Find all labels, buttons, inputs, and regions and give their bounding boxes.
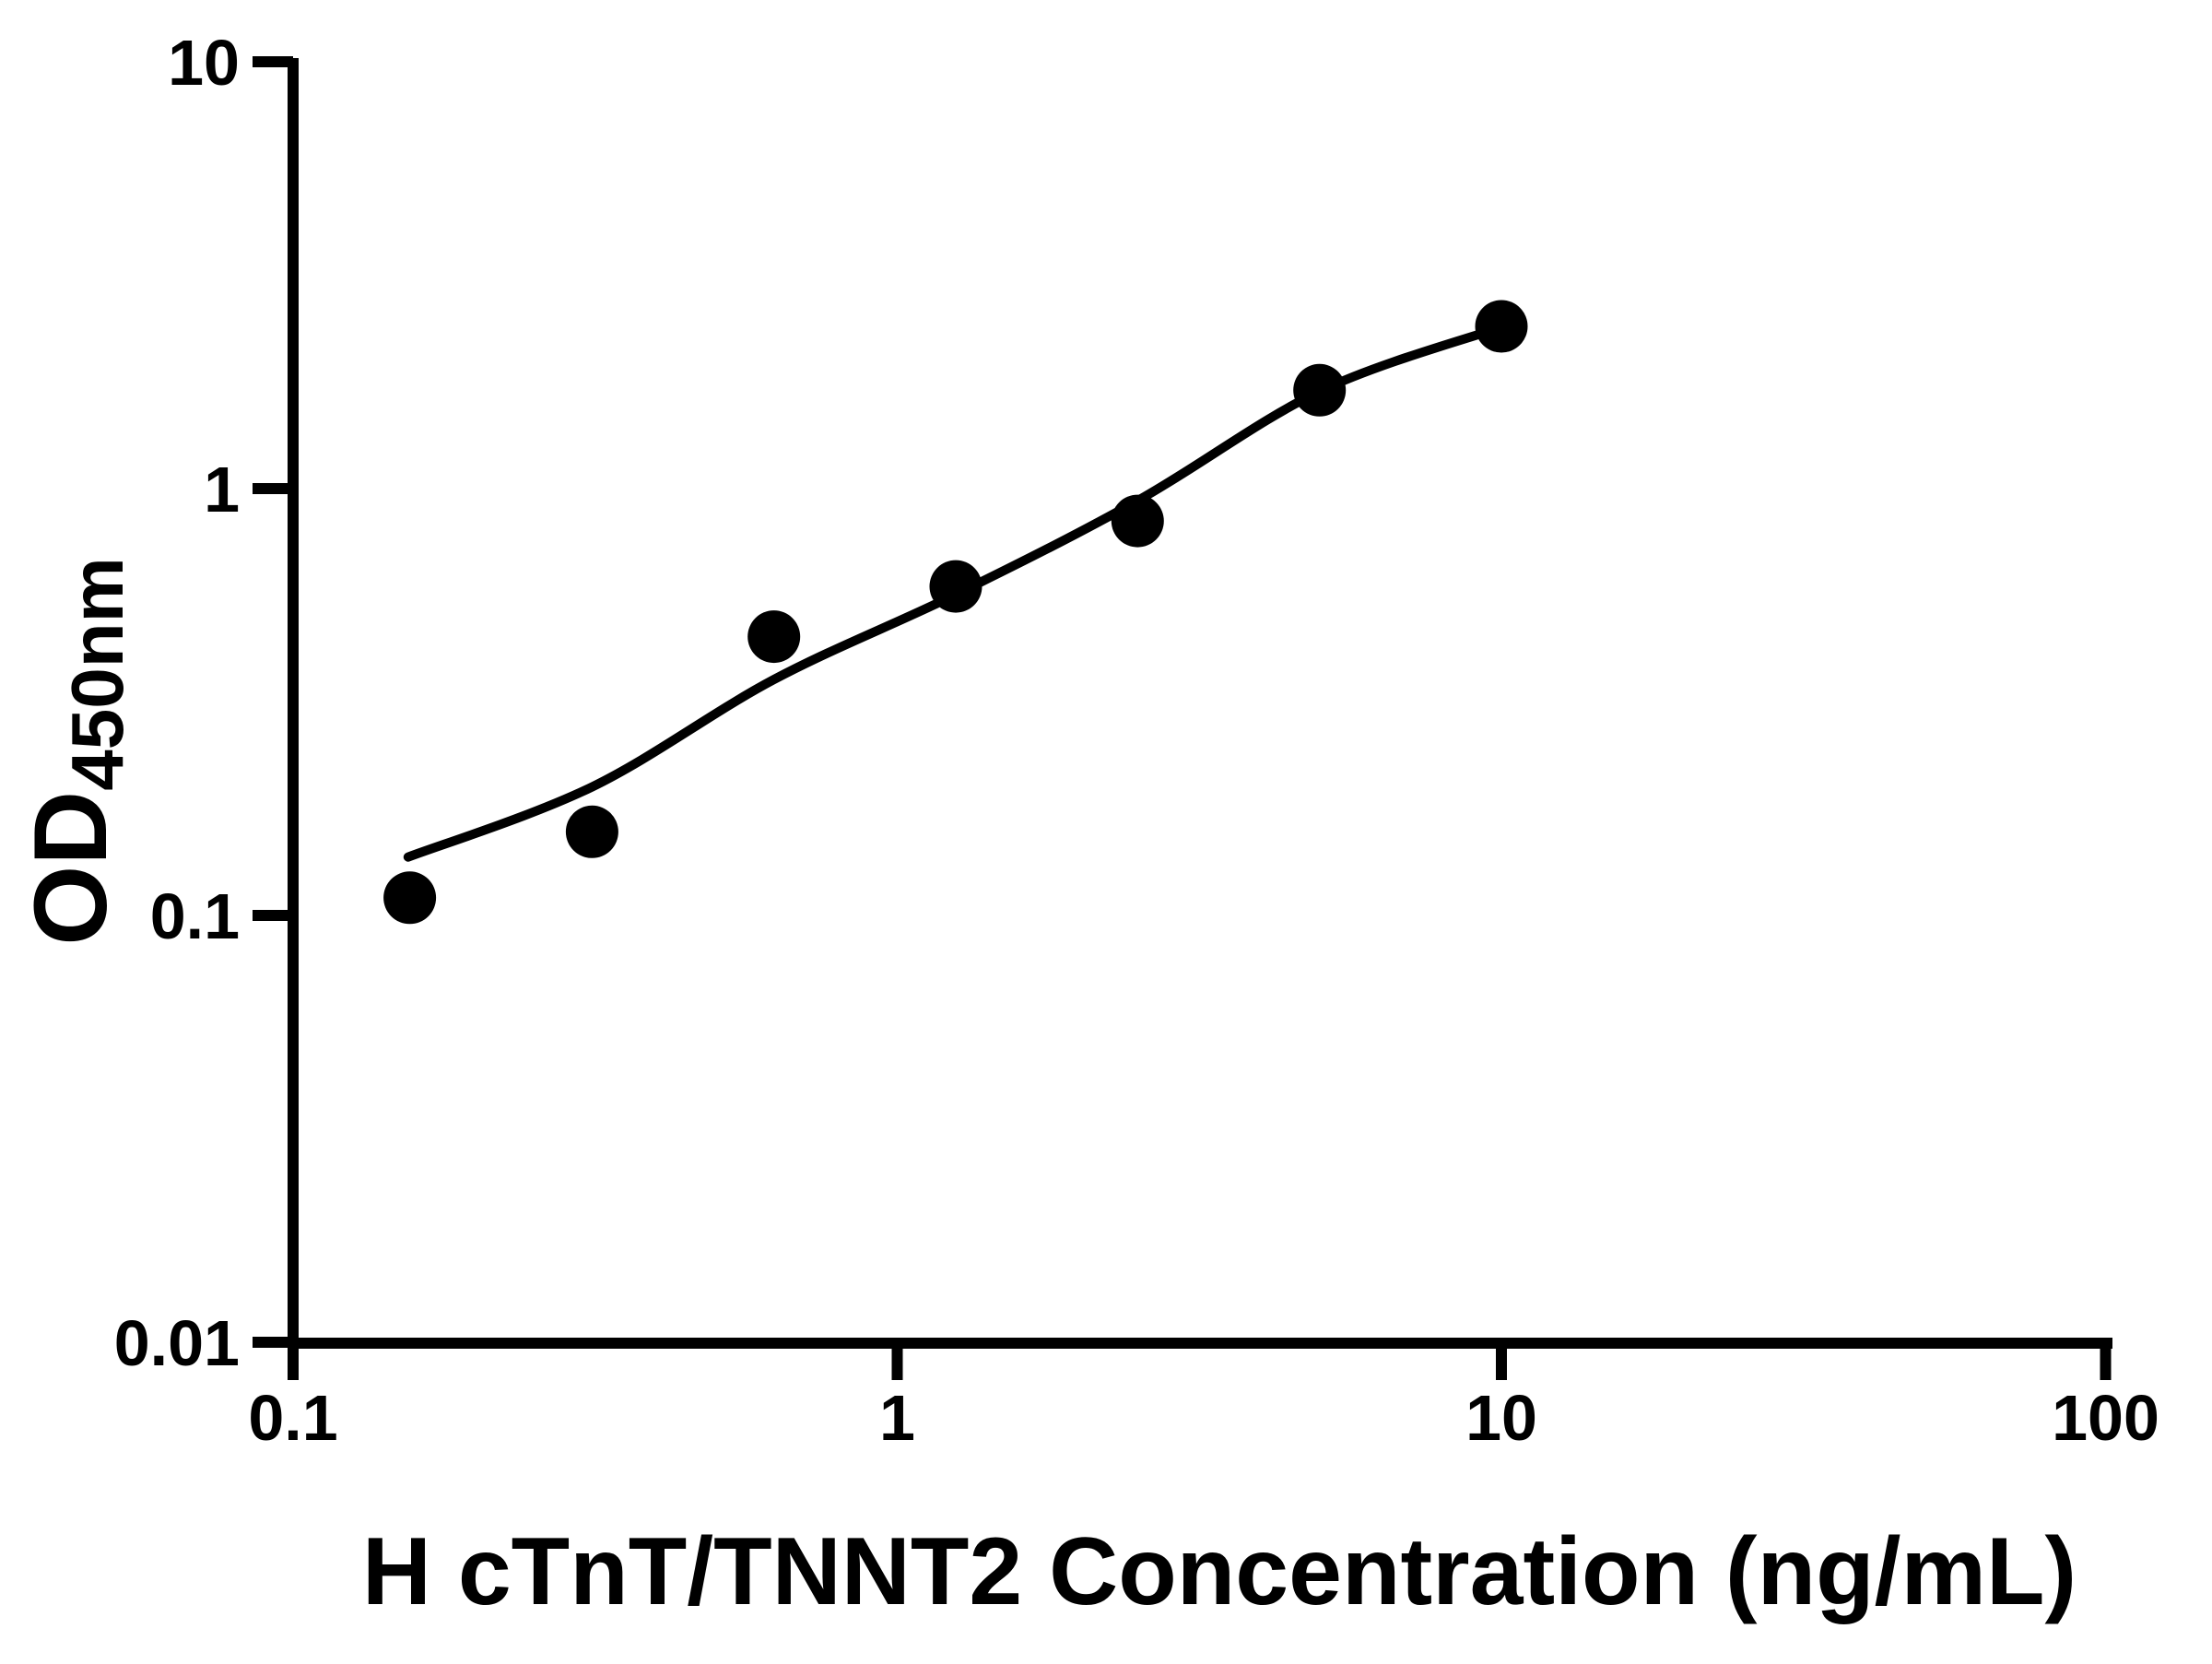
data-point — [747, 610, 801, 664]
x-tick-label: 1 — [879, 1382, 915, 1454]
y-tick-label: 10 — [168, 27, 240, 99]
y-tick-label: 1 — [204, 454, 240, 525]
data-point — [383, 871, 437, 925]
x-tick-label: 0.1 — [248, 1382, 337, 1454]
y-axis-title-subscript: 450nm — [56, 557, 138, 790]
y-axis-title: OD450nm — [13, 557, 138, 945]
data-point — [1293, 363, 1347, 417]
data-point — [565, 805, 618, 858]
x-tick-label: 100 — [2052, 1382, 2159, 1454]
x-tick-label: 10 — [1465, 1382, 1537, 1454]
y-axis-title-main: OD — [13, 791, 128, 946]
y-tick-label: 0.01 — [114, 1307, 240, 1379]
data-point — [1475, 300, 1528, 353]
tick-marks — [253, 56, 2112, 1380]
axes — [288, 58, 2112, 1349]
data-series — [383, 300, 1528, 925]
data-point — [929, 560, 982, 613]
x-axis-title: H cTnT/TNNT2 Concentration (ng/mL) — [362, 1518, 2077, 1625]
y-tick-label: 0.1 — [150, 880, 240, 952]
data-point — [1111, 494, 1164, 548]
